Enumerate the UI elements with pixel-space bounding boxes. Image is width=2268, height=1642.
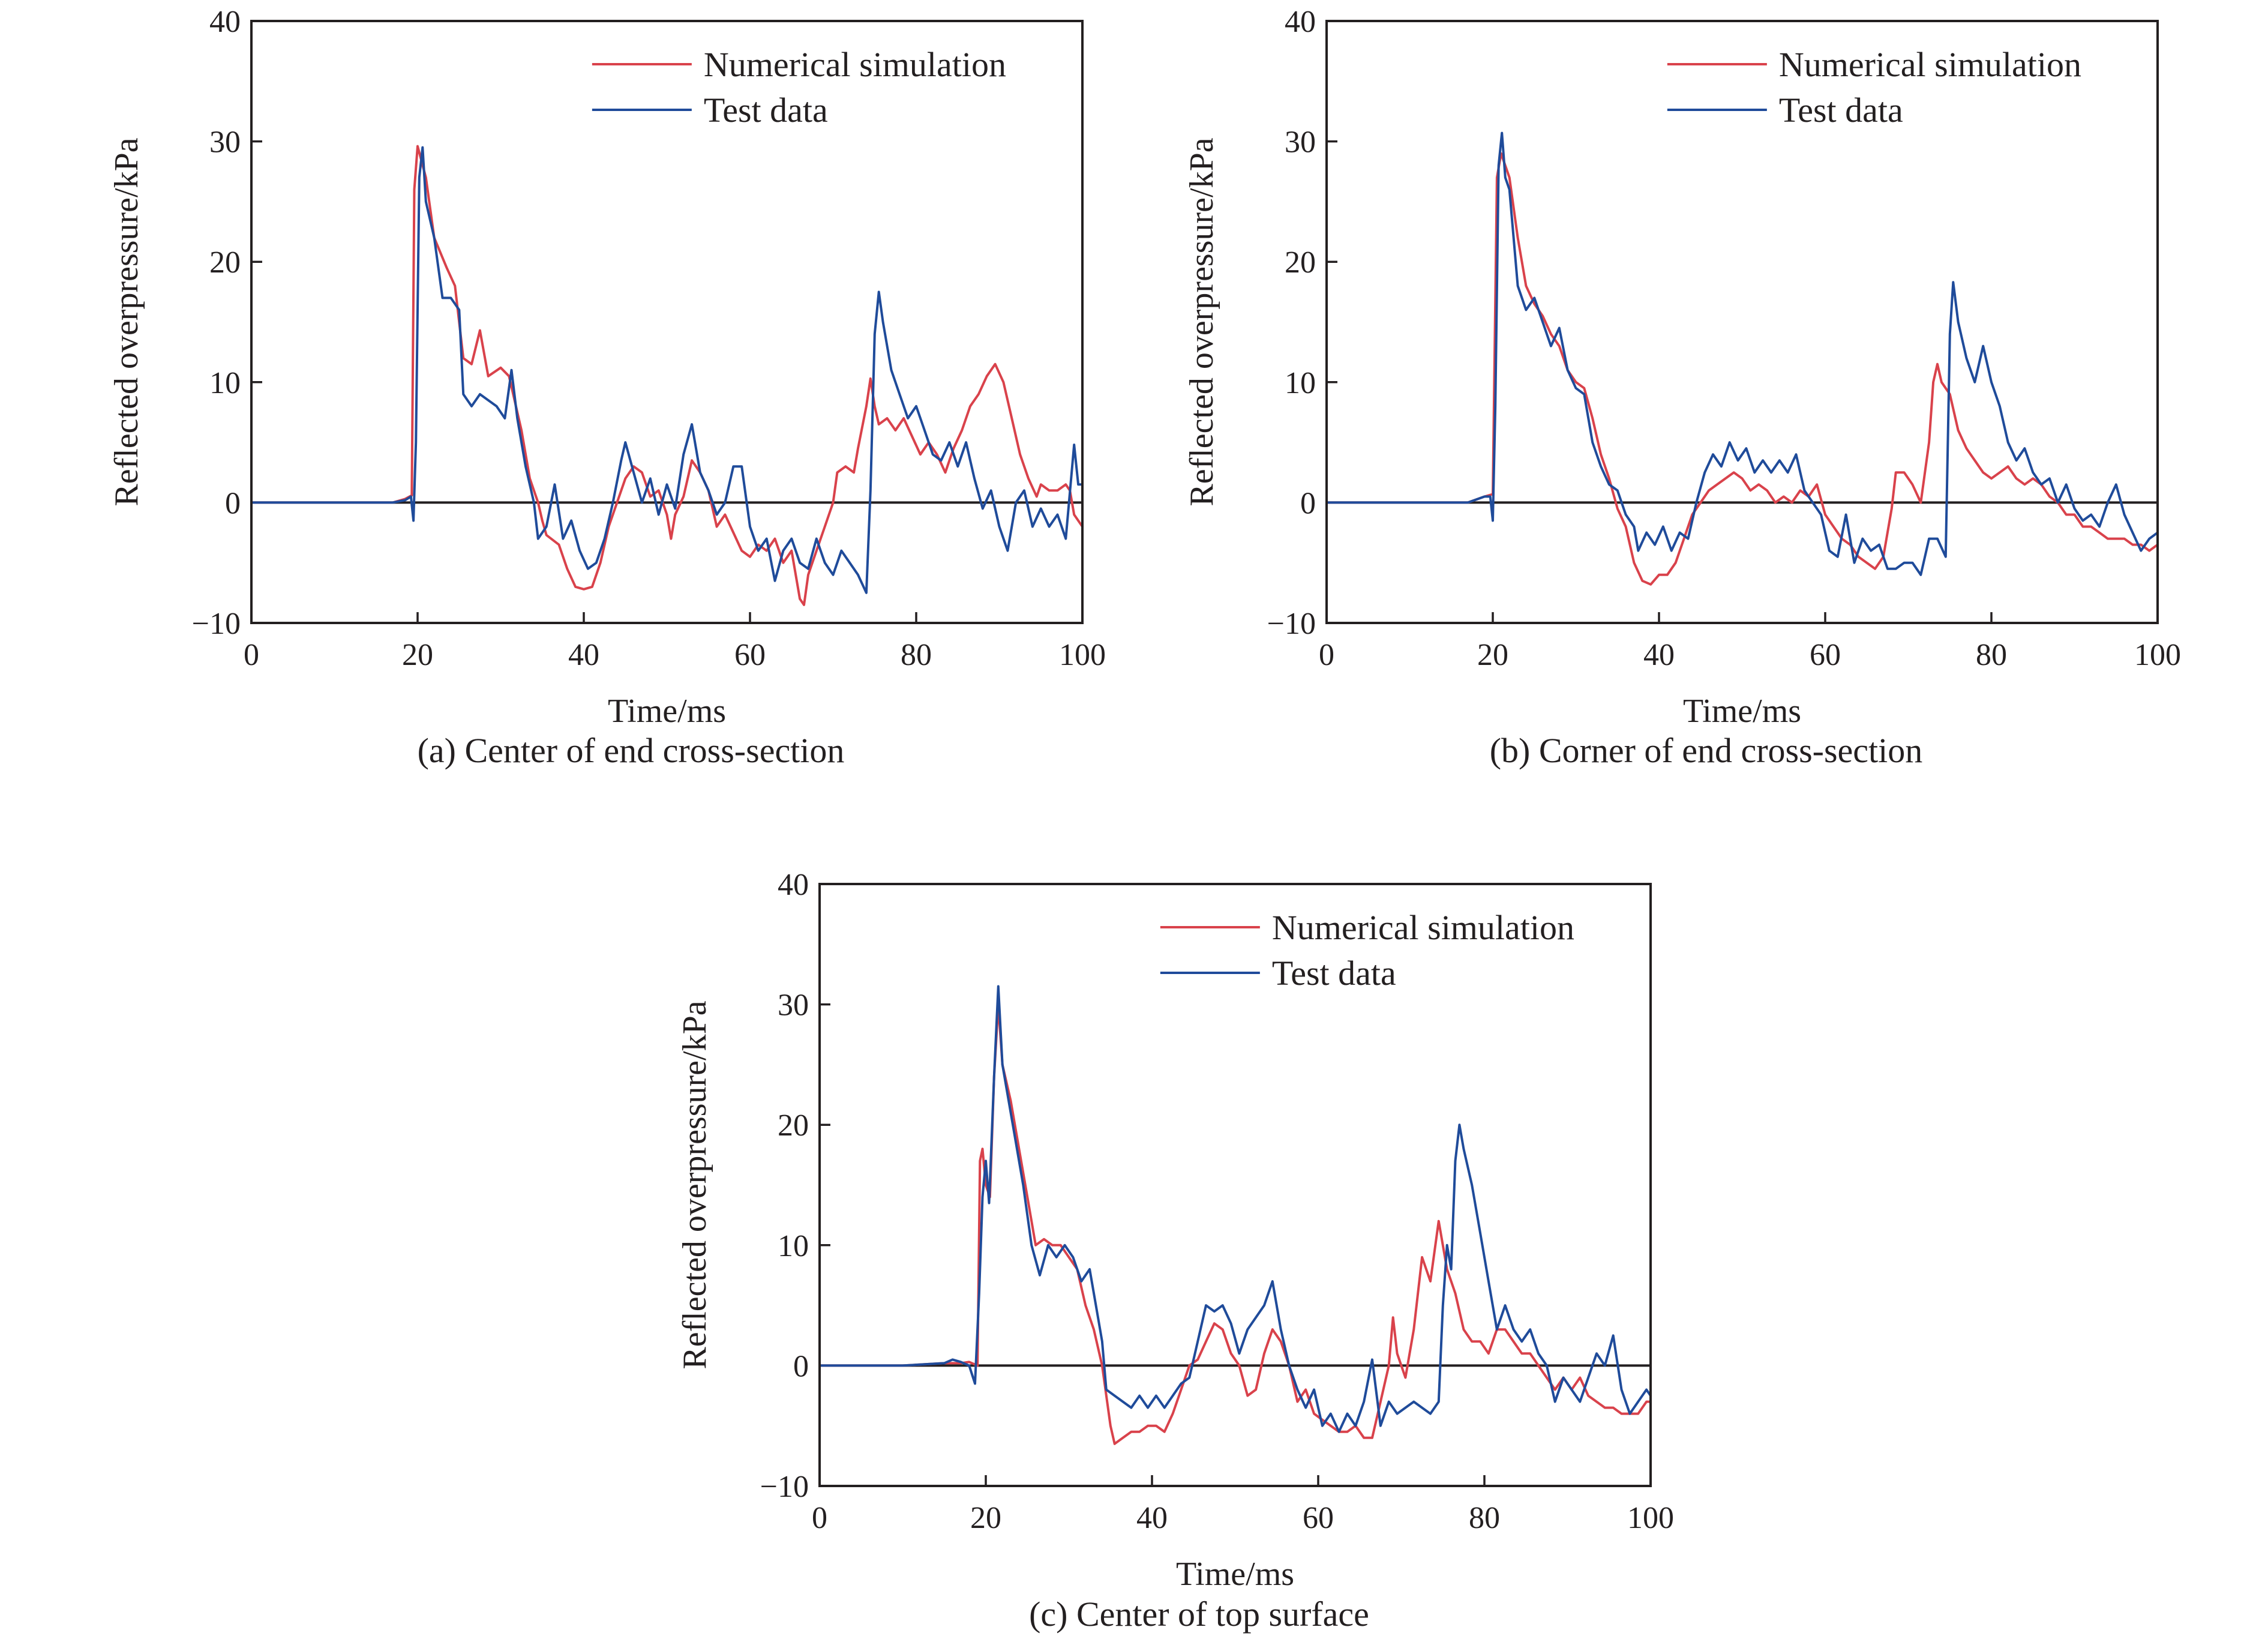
x-tick-label: 0 bbox=[244, 638, 259, 672]
chart-caption-b: (b) Corner of end cross-section bbox=[1490, 731, 1923, 770]
x-tick-label: 80 bbox=[1469, 1501, 1500, 1535]
chart-caption-a: (a) Center of end cross-section bbox=[418, 731, 845, 770]
y-tick-label: 0 bbox=[793, 1349, 809, 1383]
y-tick-label: 20 bbox=[1285, 245, 1316, 280]
legend-label-simulation: Numerical simulation bbox=[704, 45, 1006, 84]
legend-label-test: Test data bbox=[704, 91, 828, 130]
x-tick-label: 0 bbox=[812, 1501, 827, 1535]
y-tick-label: 40 bbox=[1285, 5, 1316, 39]
x-axis-title: Time/ms bbox=[1683, 693, 1801, 730]
legend-label-simulation: Numerical simulation bbox=[1779, 45, 2081, 84]
plot-frame bbox=[1325, 20, 2159, 624]
y-tick-label: 30 bbox=[778, 988, 809, 1023]
plot-frame bbox=[250, 20, 1084, 624]
series-line-test bbox=[1325, 131, 2159, 576]
series-line-simulation bbox=[1325, 152, 2159, 586]
legend-label-simulation: Numerical simulation bbox=[1272, 908, 1574, 947]
y-tick-label: 0 bbox=[225, 486, 241, 520]
series-line-test bbox=[250, 146, 1084, 594]
x-tick-label: 20 bbox=[970, 1501, 1001, 1535]
x-axis-title: Time/ms bbox=[1176, 1556, 1294, 1593]
x-tick-label: 60 bbox=[734, 638, 766, 672]
x-tick-label: 40 bbox=[1643, 638, 1675, 672]
y-tick-label: 10 bbox=[209, 366, 241, 400]
y-tick-label: 30 bbox=[1285, 125, 1316, 160]
y-tick-label: 40 bbox=[778, 868, 809, 902]
series-line-simulation bbox=[818, 1003, 1652, 1445]
legend-label-test: Test data bbox=[1272, 954, 1396, 993]
x-tick-label: 80 bbox=[1976, 638, 2007, 672]
y-tick-label: −10 bbox=[192, 607, 241, 641]
chart-panel-b: (b) Corner of end cross-section 0 20 40 60 8… bbox=[1183, 5, 2181, 770]
y-axis-title: Reflected overpressure/kPa bbox=[108, 137, 145, 506]
x-tick-label: 40 bbox=[1136, 1501, 1168, 1535]
y-tick-label: 30 bbox=[209, 125, 241, 160]
chart-caption-c: (c) Center of top surface bbox=[1029, 1595, 1369, 1634]
y-tick-label: 10 bbox=[1285, 366, 1316, 400]
x-tick-label: 80 bbox=[901, 638, 932, 672]
x-tick-label: 0 bbox=[1319, 638, 1334, 672]
y-tick-label: 20 bbox=[778, 1108, 809, 1143]
x-tick-label: 100 bbox=[1627, 1501, 1674, 1535]
x-tick-label: 100 bbox=[2134, 638, 2181, 672]
series-line-simulation bbox=[250, 145, 1084, 606]
y-tick-label: 40 bbox=[209, 5, 241, 39]
legend-label-test: Test data bbox=[1779, 91, 1903, 130]
x-tick-label: 40 bbox=[568, 638, 599, 672]
x-axis-title: Time/ms bbox=[608, 693, 726, 730]
chart-panel-a: (a) Center of end cross-section 0 20 40 60 8… bbox=[108, 5, 1106, 770]
y-tick-label: −10 bbox=[1267, 607, 1316, 641]
chart-panel-c: (c) Center of top surface 0 20 40 60 80 100−1… bbox=[676, 868, 1674, 1634]
y-tick-label: −10 bbox=[760, 1470, 809, 1504]
x-tick-label: 60 bbox=[1810, 638, 1841, 672]
series-line-test bbox=[818, 985, 1652, 1433]
x-tick-label: 20 bbox=[402, 638, 433, 672]
x-tick-label: 20 bbox=[1477, 638, 1508, 672]
x-tick-label: 100 bbox=[1059, 638, 1106, 672]
y-tick-label: 10 bbox=[778, 1229, 809, 1263]
plot-frame bbox=[818, 883, 1652, 1487]
y-tick-label: 0 bbox=[1300, 486, 1316, 520]
y-axis-title: Reflected overpressure/kPa bbox=[676, 1000, 713, 1369]
x-tick-label: 60 bbox=[1303, 1501, 1334, 1535]
y-axis-title: Reflected overpressure/kPa bbox=[1183, 137, 1220, 506]
y-tick-label: 20 bbox=[209, 245, 241, 280]
